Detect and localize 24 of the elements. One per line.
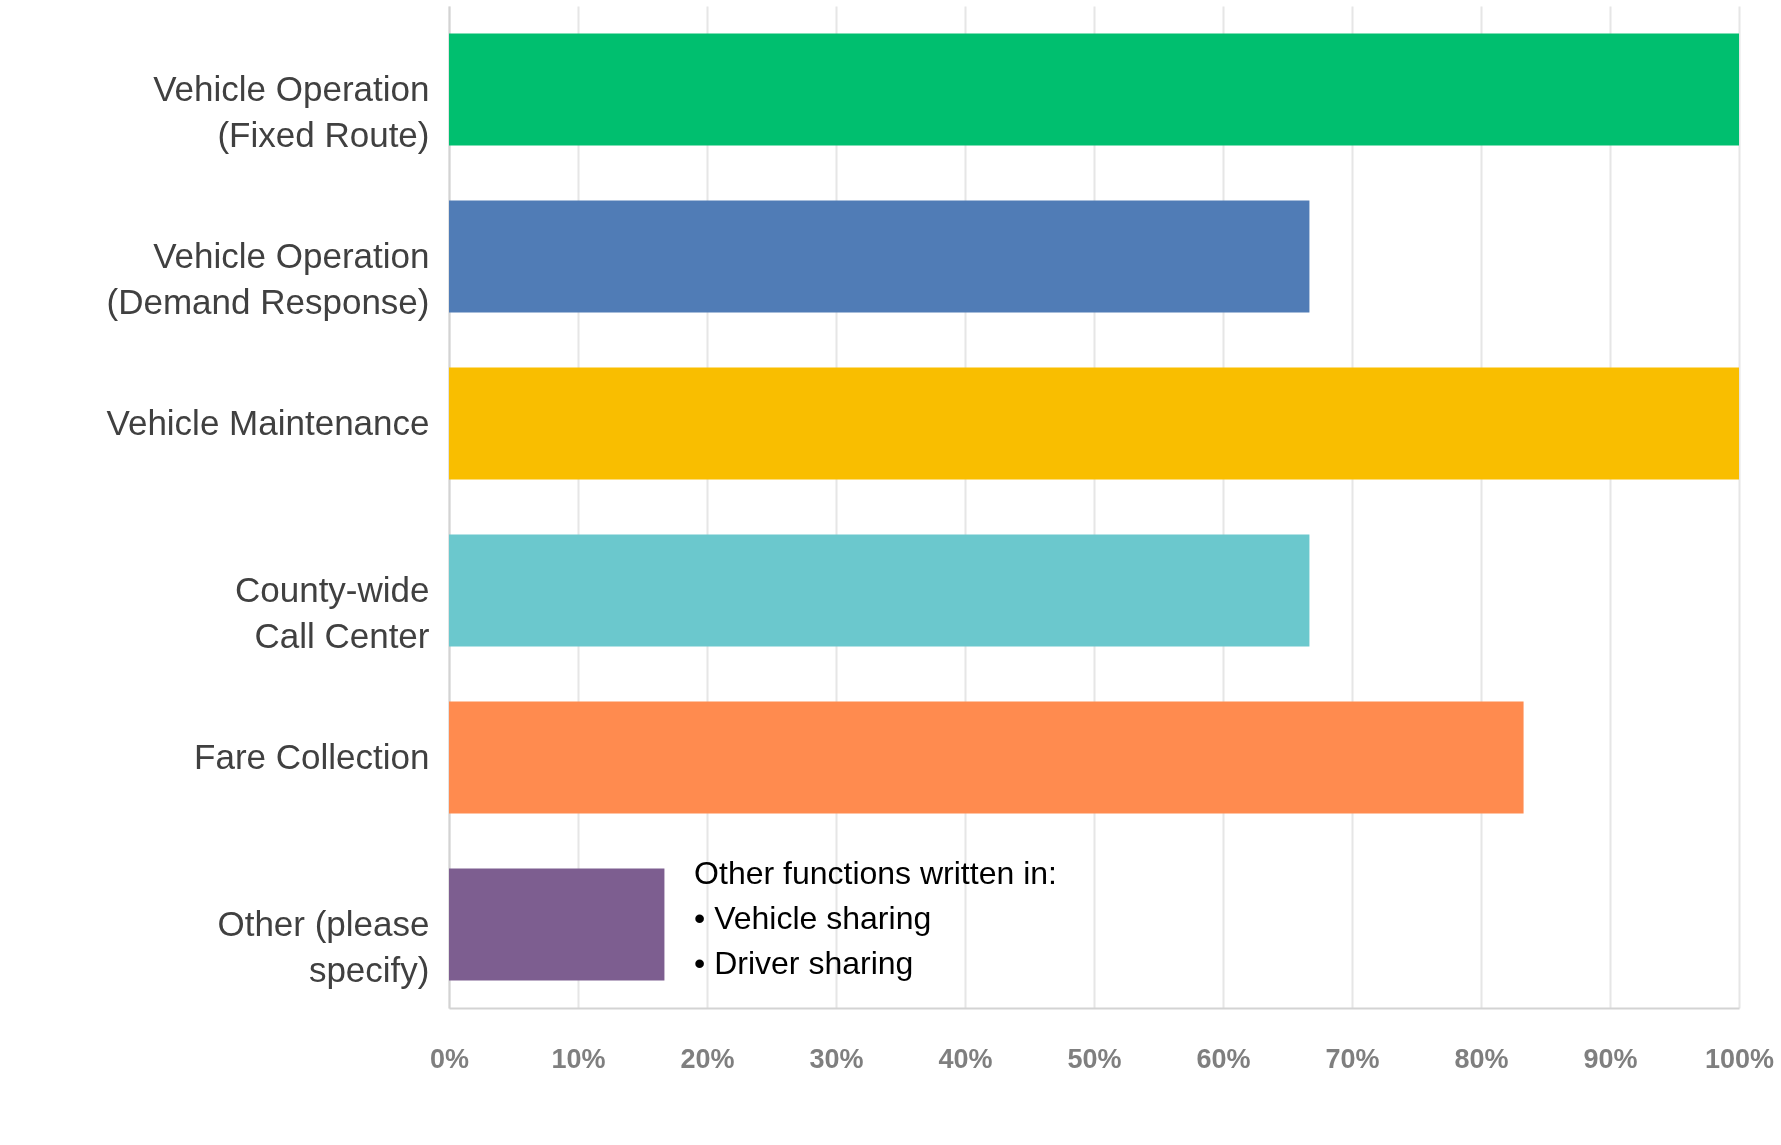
x-tick-label: 40%: [938, 1043, 993, 1074]
x-tick-label: 50%: [1067, 1043, 1122, 1074]
bar: [449, 534, 1310, 647]
x-tick-label: 90%: [1583, 1043, 1638, 1074]
bar: [449, 701, 1524, 814]
x-tick-label: 60%: [1196, 1043, 1251, 1074]
x-tick-label: 80%: [1454, 1043, 1509, 1074]
bar: [449, 33, 1739, 146]
x-tick-label: 70%: [1325, 1043, 1380, 1074]
y-tick-label: Vehicle Operation (Demand Response): [106, 235, 430, 321]
annotation: Other functions written in: • Vehicle sharing • Driver sharing: [694, 854, 1057, 981]
x-tick-label: 20%: [680, 1043, 735, 1074]
y-tick-label: Vehicle Maintenance: [106, 402, 430, 442]
bar: [449, 367, 1739, 480]
x-tick-label: 30%: [809, 1043, 864, 1074]
x-tick-label: 100%: [1704, 1043, 1775, 1074]
x-tick-label: 10%: [551, 1043, 606, 1074]
bar: [449, 868, 665, 981]
y-tick-label: Other (please specify): [217, 903, 430, 989]
x-tick-label: 0%: [429, 1043, 470, 1074]
y-tick-label: Fare Collection: [194, 736, 430, 776]
y-tick-label: Vehicle Operation (Fixed Route): [153, 68, 430, 154]
bar: [449, 200, 1310, 313]
y-tick-label: County-wide Call Center: [234, 569, 430, 655]
